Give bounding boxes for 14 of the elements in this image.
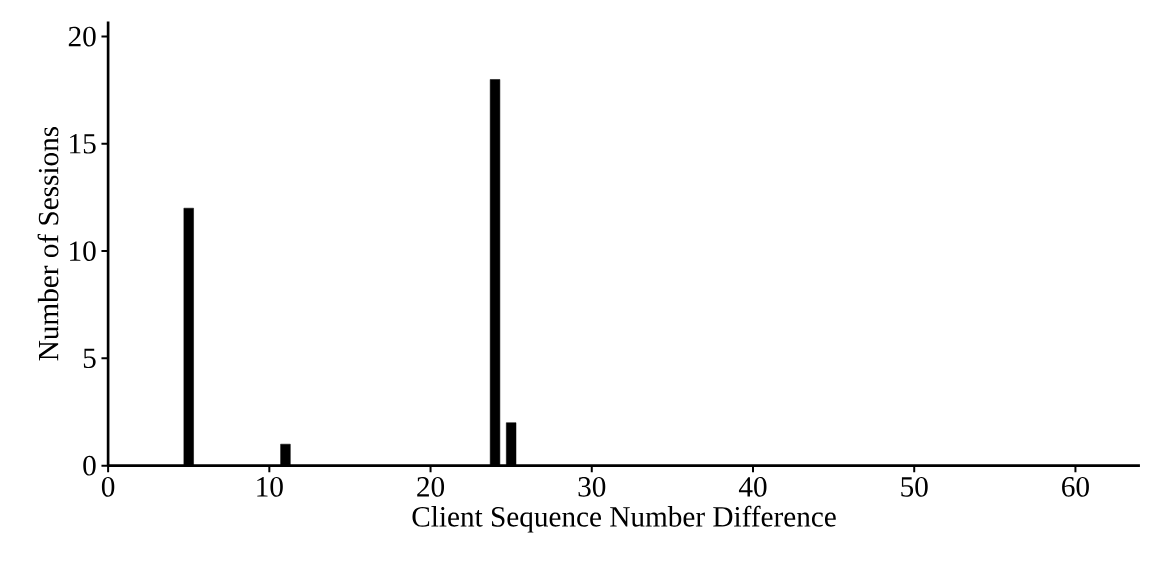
x-tick-label: 0 [101, 477, 115, 497]
y-tick-label: 20 [68, 26, 96, 47]
x-tick-label: 40 [738, 477, 767, 497]
y-tick-label: 5 [83, 348, 96, 369]
x-tick-label: 10 [257, 477, 283, 497]
y-axis-title: Number of Sessions [37, 127, 59, 361]
x-tick-label: 20 [417, 477, 445, 497]
y-tick-label: 15 [70, 134, 96, 154]
x-tick-label: 60 [1062, 477, 1089, 497]
y-tick-label: 0 [83, 455, 96, 476]
y-tick-label: 10 [70, 241, 96, 262]
x-tick-label: 30 [578, 477, 606, 497]
x-axis-title: Client Sequence Number Difference [412, 505, 836, 533]
x-tick-label: 50 [901, 477, 928, 497]
